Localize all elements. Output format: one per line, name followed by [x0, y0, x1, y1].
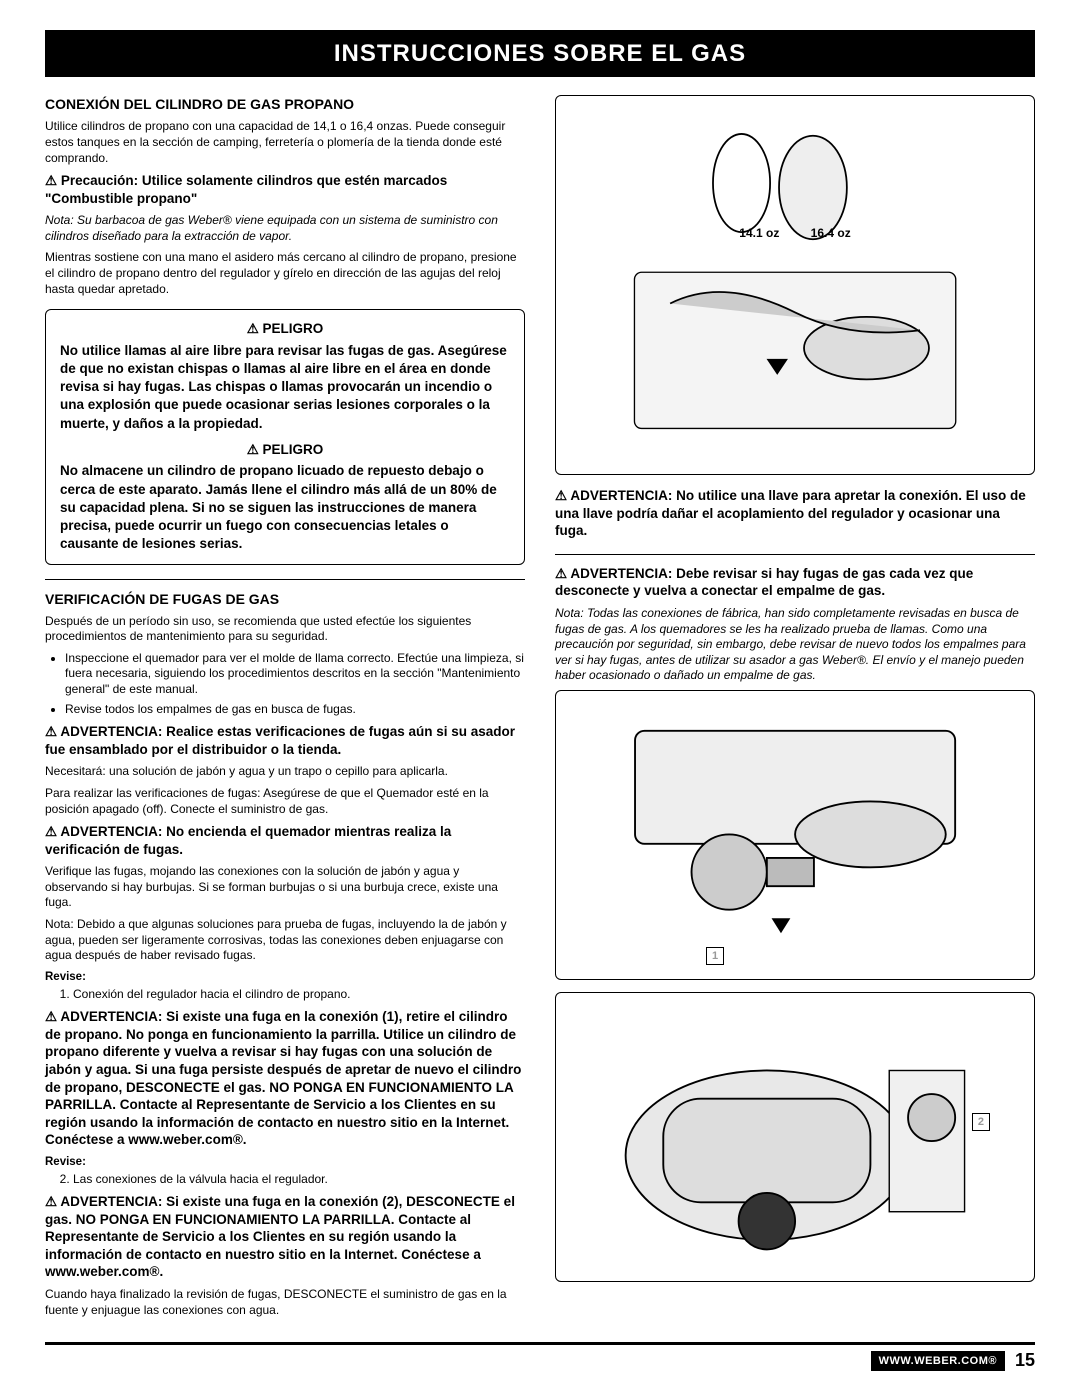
leak1-svg [580, 712, 1010, 957]
oz-labels: 14.1 oz 16.4 oz [556, 226, 1034, 242]
precaucion: Precaución: Utilice solamente cilindros … [45, 172, 525, 207]
footer: WWW.WEBER.COM® 15 [45, 1342, 1035, 1372]
oz-16: 16.4 oz [811, 226, 851, 240]
revise-label-1: Revise: [45, 970, 525, 985]
adv-revisar: ADVERTENCIA: Debe revisar si hay fugas d… [555, 565, 1035, 600]
illustration-leak-1: 1 [555, 690, 1035, 980]
adv-noencienda: ADVERTENCIA: No encienda el quemador mie… [45, 823, 525, 858]
callout-1: 1 [706, 947, 724, 965]
p-nota-soluciones: Nota: Debido a que algunas soluciones pa… [45, 917, 525, 964]
danger-header-1: PELIGRO [60, 320, 510, 338]
page-title-bar: INSTRUCCIONES SOBRE EL GAS [45, 30, 1035, 77]
p-necesitara: Necesitará: una solución de jabón y agua… [45, 764, 525, 780]
nota-vapor: Nota: Su barbacoa de gas Weber® viene eq… [45, 213, 525, 244]
danger-body-2: No almacene un cilindro de propano licua… [60, 462, 510, 553]
danger-header-2: PELIGRO [60, 441, 510, 459]
leak2-svg [580, 1014, 1010, 1259]
adv-conex1: ADVERTENCIA: Si existe una fuga en la co… [45, 1008, 525, 1148]
page-number: 15 [1015, 1349, 1035, 1372]
heading-verificacion: VERIFICACIÓN DE FUGAS DE GAS [45, 590, 525, 608]
divider-1 [45, 579, 525, 580]
p-sostiene: Mientras sostiene con una mano el asider… [45, 250, 525, 297]
bullet-1: Inspeccione el quemador para ver el mold… [65, 651, 525, 698]
left-column: CONEXIÓN DEL CILINDRO DE GAS PROPANO Uti… [45, 95, 525, 1324]
divider-2 [555, 554, 1035, 555]
danger-body-1: No utilice llamas al aire libre para rev… [60, 342, 510, 433]
cylinder-diagram-svg [580, 125, 1010, 446]
adv-realice: ADVERTENCIA: Realice estas verificacione… [45, 723, 525, 758]
adv-conex2: ADVERTENCIA: Si existe una fuga en la co… [45, 1193, 525, 1281]
oz-14: 14.1 oz [739, 226, 779, 240]
illustration-leak-2: 2 [555, 992, 1035, 1282]
revise-list-2: Las conexiones de la válvula hacia el re… [73, 1172, 525, 1188]
right-column: 14.1 oz 16.4 oz ADVERTENCIA: No utilice … [555, 95, 1035, 1324]
danger-box: PELIGRO No utilice llamas al aire libre … [45, 309, 525, 564]
adv-llave: ADVERTENCIA: No utilice una llave para a… [555, 487, 1035, 540]
heading-conexion: CONEXIÓN DEL CILINDRO DE GAS PROPANO [45, 95, 525, 113]
p-conexion: Utilice cilindros de propano con una cap… [45, 119, 525, 166]
bullet-2: Revise todos los empalmes de gas en busc… [65, 702, 525, 718]
p-para: Para realizar las verificaciones de fuga… [45, 786, 525, 817]
footer-url: WWW.WEBER.COM® [871, 1351, 1005, 1371]
bullet-list: Inspeccione el quemador para ver el mold… [65, 651, 525, 717]
revise-label-2: Revise: [45, 1155, 525, 1170]
p-cuando: Cuando haya finalizado la revisión de fu… [45, 1287, 525, 1318]
revise-item-2: Las conexiones de la válvula hacia el re… [73, 1172, 525, 1188]
revise-list-1: Conexión del regulador hacia el cilindro… [73, 987, 525, 1003]
p-verifique: Verifique las fugas, mojando las conexio… [45, 864, 525, 911]
illustration-cylinders: 14.1 oz 16.4 oz [555, 95, 1035, 475]
callout-2: 2 [972, 1113, 990, 1131]
p-despues: Después de un período sin uso, se recomi… [45, 614, 525, 645]
nota-fabrica: Nota: Todas las conexiones de fábrica, h… [555, 606, 1035, 684]
revise-item-1: Conexión del regulador hacia el cilindro… [73, 987, 525, 1003]
